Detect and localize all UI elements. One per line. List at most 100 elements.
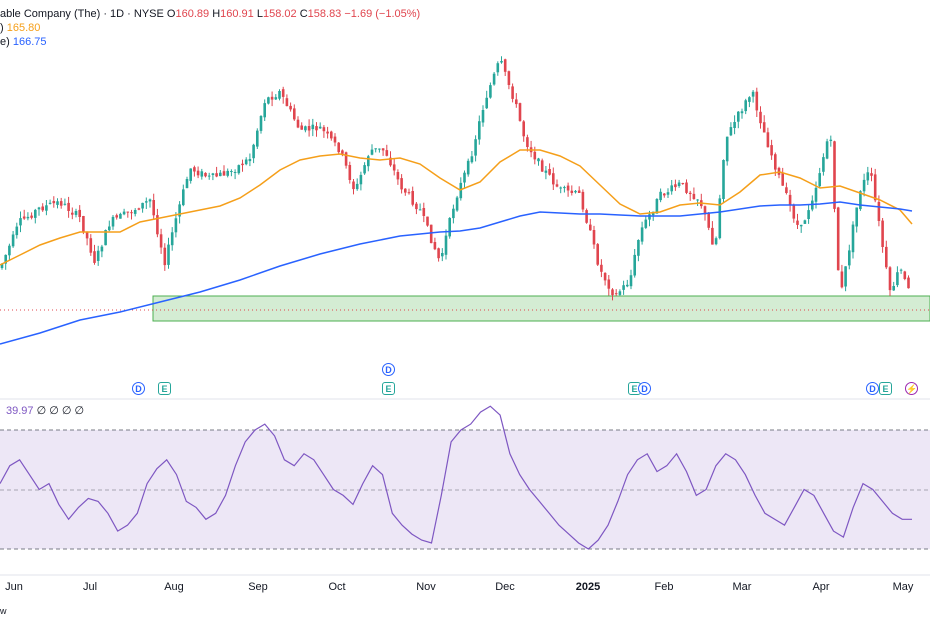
- support-zone: [152, 295, 930, 322]
- candle-body: [814, 187, 818, 202]
- candle-body: [511, 86, 514, 99]
- candle-body: [618, 291, 622, 295]
- low-value: 158.02: [262, 8, 297, 20]
- candle-body: [455, 197, 459, 211]
- high-label: H: [212, 8, 221, 20]
- time-axis-label: Jul: [82, 581, 98, 593]
- candle-body: [137, 208, 141, 210]
- candle-body: [896, 272, 899, 286]
- ma-slow-legend[interactable]: e) 166.75: [0, 35, 47, 49]
- candle-body: [248, 159, 252, 162]
- candle-body: [74, 211, 78, 215]
- candle-body: [222, 171, 226, 176]
- ma-fast-legend[interactable]: ) 165.80: [0, 21, 40, 35]
- candle-body: [22, 216, 26, 219]
- candle-body: [330, 131, 333, 139]
- candle-body: [0, 263, 4, 268]
- candle-body: [566, 185, 570, 191]
- candle-body: [866, 172, 870, 181]
- candle-body: [663, 193, 666, 196]
- candle-body: [522, 121, 525, 137]
- candle-body: [89, 238, 93, 253]
- candle-body: [626, 284, 629, 287]
- candle-body: [352, 181, 355, 190]
- earnings-badge[interactable]: E: [382, 382, 395, 395]
- candle-body: [622, 285, 625, 290]
- flash-icon[interactable]: ⚡: [905, 382, 918, 395]
- ohlc-legend: able Company (The) · 1D · NYSE O160.89 H…: [0, 7, 420, 21]
- candle-body: [799, 224, 803, 227]
- candle-body: [722, 160, 725, 199]
- candle-body: [281, 89, 285, 97]
- candle-body: [8, 245, 11, 256]
- candle-body: [52, 201, 56, 204]
- candle-body: [833, 141, 836, 209]
- candle-body: [644, 219, 648, 228]
- footer-text: w: [0, 606, 7, 616]
- dividend-badge[interactable]: D: [382, 363, 395, 376]
- candle-body: [478, 121, 481, 140]
- candle-body: [252, 144, 255, 159]
- candle-body: [685, 182, 688, 193]
- dividend-badge[interactable]: D: [638, 382, 651, 395]
- candle-body: [230, 171, 233, 172]
- candle-body: [563, 187, 566, 189]
- candle-body: [418, 209, 422, 211]
- candle-body: [766, 132, 770, 148]
- dividend-badge[interactable]: D: [132, 382, 145, 395]
- earnings-badge[interactable]: E: [158, 382, 171, 395]
- candle-body: [892, 286, 895, 291]
- candle-body: [163, 247, 167, 266]
- time-axis-label: Jun: [5, 581, 23, 593]
- candle-body: [555, 184, 559, 187]
- candle-body: [341, 150, 344, 154]
- earnings-badge[interactable]: E: [879, 382, 892, 395]
- candle-body: [785, 187, 788, 193]
- candle-body: [452, 208, 455, 219]
- candle-body: [581, 191, 585, 210]
- ma-slow-label: e): [0, 36, 10, 48]
- time-axis-label: May: [892, 581, 914, 593]
- candle-body: [219, 172, 222, 177]
- candle-body: [174, 218, 178, 233]
- candle-body: [374, 148, 377, 150]
- candle-body: [836, 207, 840, 271]
- candle-body: [407, 192, 411, 194]
- candle-body: [126, 211, 130, 213]
- candle-body: [226, 170, 229, 176]
- candle-body: [145, 201, 148, 203]
- candle-body: [888, 267, 892, 291]
- candle-body: [429, 224, 433, 244]
- candle-body: [433, 242, 437, 250]
- candle-body: [289, 105, 292, 110]
- candle-body: [156, 215, 159, 235]
- candle-body: [526, 137, 529, 147]
- candle-body: [755, 91, 759, 111]
- candle-body: [885, 246, 888, 268]
- candle-body: [829, 139, 833, 141]
- candle-body: [444, 235, 448, 255]
- candle-body: [714, 238, 718, 245]
- candle-body: [244, 159, 248, 165]
- candle-body: [777, 167, 781, 175]
- close-value: 158.83: [307, 8, 342, 20]
- candle-body: [41, 206, 44, 211]
- candle-body: [274, 97, 278, 100]
- candle-body: [774, 154, 777, 170]
- candle-body: [552, 173, 555, 185]
- candle-body: [115, 215, 118, 218]
- price-chart[interactable]: [0, 0, 930, 400]
- candle-body: [34, 209, 37, 218]
- candle-body: [322, 127, 326, 132]
- ma-slow-value: 166.75: [12, 36, 47, 48]
- candle-body: [182, 189, 185, 206]
- ma-fast-line: [0, 149, 913, 266]
- time-axis-label: Feb: [654, 581, 674, 593]
- candle-body: [770, 145, 773, 156]
- rsi-legend[interactable]: 39.97 ∅ ∅ ∅ ∅: [6, 404, 84, 417]
- time-axis-label: Sep: [248, 581, 268, 593]
- dividend-badge[interactable]: D: [866, 382, 879, 395]
- candle-body: [596, 244, 599, 265]
- candle-body: [674, 184, 677, 188]
- candle-body: [848, 250, 851, 266]
